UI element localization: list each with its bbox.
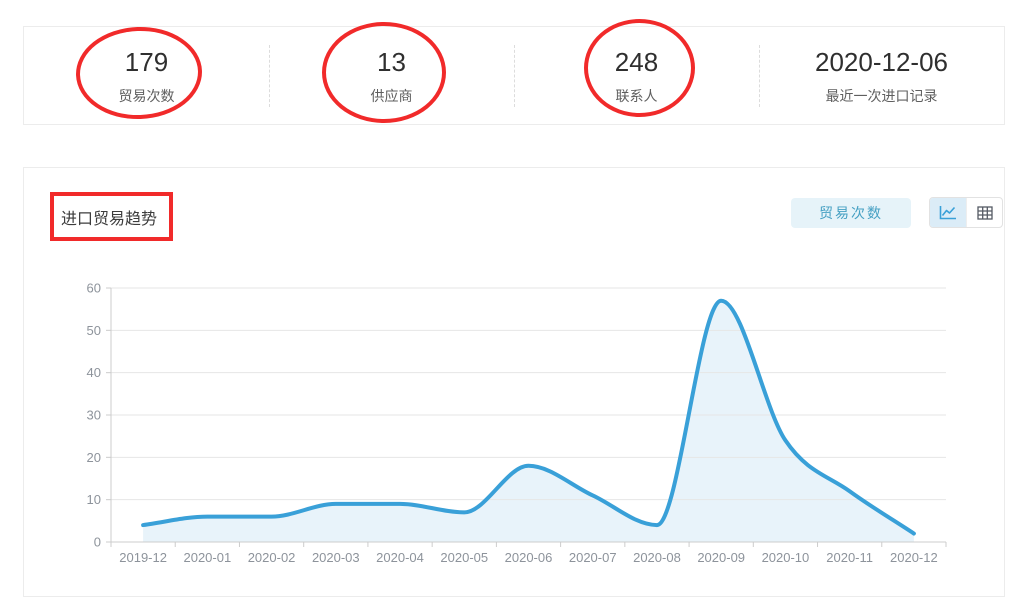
x-axis-label: 2020-11	[826, 550, 873, 565]
view-toggle	[929, 197, 1003, 228]
x-axis-label: 2019-12	[119, 550, 167, 565]
x-axis-label: 2020-05	[440, 550, 488, 565]
trend-chart: 0 10 20 30 40 50 60 2019-12 2020-01 2020-02 2020-0…	[87, 281, 947, 565]
chart-title: 进口贸易趋势	[61, 211, 158, 228]
stat-value: 13	[377, 47, 406, 77]
x-axis-label: 2020-04	[376, 550, 424, 565]
x-axis-label: 2020-06	[505, 550, 553, 565]
x-axis-label: 2020-08	[633, 550, 681, 565]
stat-contacts: 248 联系人	[514, 44, 759, 107]
stat-value: 2020-12-06	[815, 47, 948, 77]
trend-area	[143, 300, 914, 542]
trend-line	[141, 298, 916, 536]
stat-label: 联系人	[615, 88, 658, 104]
line-chart-icon	[939, 206, 956, 220]
x-axis-label: 2020-07	[569, 550, 617, 565]
table-icon	[976, 205, 993, 220]
line-view-button[interactable]	[930, 198, 966, 227]
y-axis-label: 10	[87, 492, 101, 507]
stat-label: 供应商	[370, 88, 413, 104]
x-axis-label: 2020-01	[183, 550, 231, 565]
stat-last-import-date: 2020-12-06 最近一次进口记录	[759, 44, 1004, 107]
y-axis-label: 30	[87, 408, 101, 423]
y-axis-label: 60	[87, 281, 101, 296]
series-button[interactable]: 贸易次数	[791, 198, 911, 228]
stat-label: 最近一次进口记录	[825, 88, 938, 104]
trend-chart-card: 0 10 20 30 40 50 60 2019-12 2020-01 2020-02 2020-0…	[23, 167, 1005, 597]
x-axis-label: 2020-12	[890, 550, 938, 565]
divider	[514, 44, 515, 107]
table-view-button[interactable]	[966, 198, 1002, 227]
stat-value: 179	[124, 47, 169, 77]
stat-label: 贸易次数	[118, 88, 175, 104]
y-axis-label: 20	[87, 450, 101, 465]
stat-trade-count: 179 贸易次数	[24, 45, 269, 106]
stat-suppliers: 13 供应商	[269, 44, 514, 107]
y-axis-label: 50	[87, 323, 101, 338]
stat-value: 248	[614, 47, 659, 77]
x-axis-label: 2020-09	[697, 550, 745, 565]
divider	[759, 44, 760, 107]
x-axis-label: 2020-10	[762, 550, 810, 565]
y-axis-label: 40	[87, 365, 101, 380]
stats-card: 179 贸易次数 13 供应商 248 联系人 2020-12-06 最近一次进…	[23, 26, 1005, 125]
divider	[269, 44, 270, 107]
y-axis-label: 0	[94, 535, 101, 550]
x-axis-label: 2020-02	[248, 550, 296, 565]
x-axis-label: 2020-03	[312, 550, 360, 565]
